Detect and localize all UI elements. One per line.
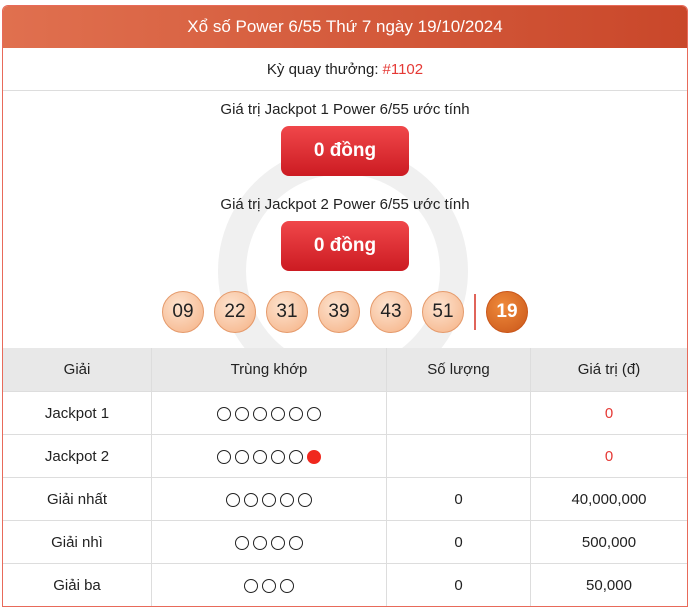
results-card: Xổ số Power 6/55 Thứ 7 ngày 19/10/2024 K… <box>2 5 688 607</box>
match-indicator <box>151 477 387 521</box>
winning-numbers: 09 22 31 39 43 51 19 <box>3 291 687 333</box>
divider <box>474 294 476 330</box>
circle-icon <box>235 449 249 464</box>
circle-icon <box>226 492 240 507</box>
circle-icon <box>235 535 249 550</box>
table-row: Jackpot 2 0 <box>3 434 687 478</box>
circle-icon <box>271 449 285 464</box>
match-indicator <box>151 563 387 606</box>
circle-icon <box>262 578 276 593</box>
match-indicator <box>151 391 387 435</box>
circle-icon <box>217 406 231 421</box>
number-ball: 09 <box>162 291 204 333</box>
circle-icon <box>253 535 267 550</box>
table-row: Giải nhất 0 40,000,000 <box>3 477 687 521</box>
match-indicator <box>151 434 387 478</box>
table-row: Giải nhì 0 500,000 <box>3 520 687 564</box>
draw-label: Kỳ quay thưởng: <box>266 60 379 78</box>
prize-name: Giải nhì <box>3 520 152 564</box>
circle-icon <box>280 578 294 593</box>
winner-count: 0 <box>386 563 531 606</box>
jackpot1-label: Giá trị Jackpot 1 Power 6/55 ước tính <box>220 101 470 118</box>
winner-count <box>386 434 531 478</box>
number-ball: 51 <box>422 291 464 333</box>
circle-icon <box>271 535 285 550</box>
prize-value: 500,000 <box>530 520 687 564</box>
circle-icon <box>244 578 258 593</box>
table-row: Jackpot 1 0 <box>3 391 687 435</box>
match-indicator <box>151 520 387 564</box>
circle-icon <box>253 449 267 464</box>
number-ball: 43 <box>370 291 412 333</box>
circle-icon <box>244 492 258 507</box>
prize-value: 0 <box>530 391 687 435</box>
number-ball: 31 <box>266 291 308 333</box>
circle-icon <box>289 535 303 550</box>
circle-icon <box>262 492 276 507</box>
col-value: Giá trị (đ) <box>530 348 687 392</box>
prize-name: Jackpot 1 <box>3 391 152 435</box>
number-ball: 39 <box>318 291 360 333</box>
draw-number-link[interactable]: #1102 <box>382 60 424 78</box>
winner-count: 0 <box>386 477 531 521</box>
circle-icon <box>289 449 303 464</box>
number-ball: 22 <box>214 291 256 333</box>
col-match: Trùng khớp <box>151 348 387 392</box>
circle-icon <box>217 449 231 464</box>
prize-name: Giải ba <box>3 563 152 606</box>
power-ball: 19 <box>486 291 528 333</box>
circle-icon <box>298 492 312 507</box>
circle-icon <box>307 406 321 421</box>
jackpot1-value: 0 đồng <box>281 126 409 176</box>
winner-count <box>386 391 531 435</box>
jackpot2-label: Giá trị Jackpot 2 Power 6/55 ước tính <box>220 196 470 213</box>
prize-value: 50,000 <box>530 563 687 606</box>
filled-circle-icon <box>307 449 321 464</box>
winner-count: 0 <box>386 520 531 564</box>
circle-icon <box>235 406 249 421</box>
prize-name: Jackpot 2 <box>3 434 152 478</box>
circle-icon <box>280 492 294 507</box>
col-prize: Giải <box>3 348 152 392</box>
prize-value: 0 <box>530 434 687 478</box>
prize-name: Giải nhất <box>3 477 152 521</box>
col-count: Số lượng <box>386 348 531 392</box>
prize-table: Giải Trùng khớp Số lượng Giá trị (đ) Jac… <box>3 348 687 606</box>
circle-icon <box>271 406 285 421</box>
draw-number-row: Kỳ quay thưởng: #1102 <box>3 48 687 91</box>
table-row: Giải ba 0 50,000 <box>3 563 687 606</box>
circle-icon <box>253 406 267 421</box>
prize-value: 40,000,000 <box>530 477 687 521</box>
circle-icon <box>289 406 303 421</box>
results-title: Xổ số Power 6/55 Thứ 7 ngày 19/10/2024 <box>3 6 687 48</box>
jackpot2-value: 0 đồng <box>281 221 409 271</box>
